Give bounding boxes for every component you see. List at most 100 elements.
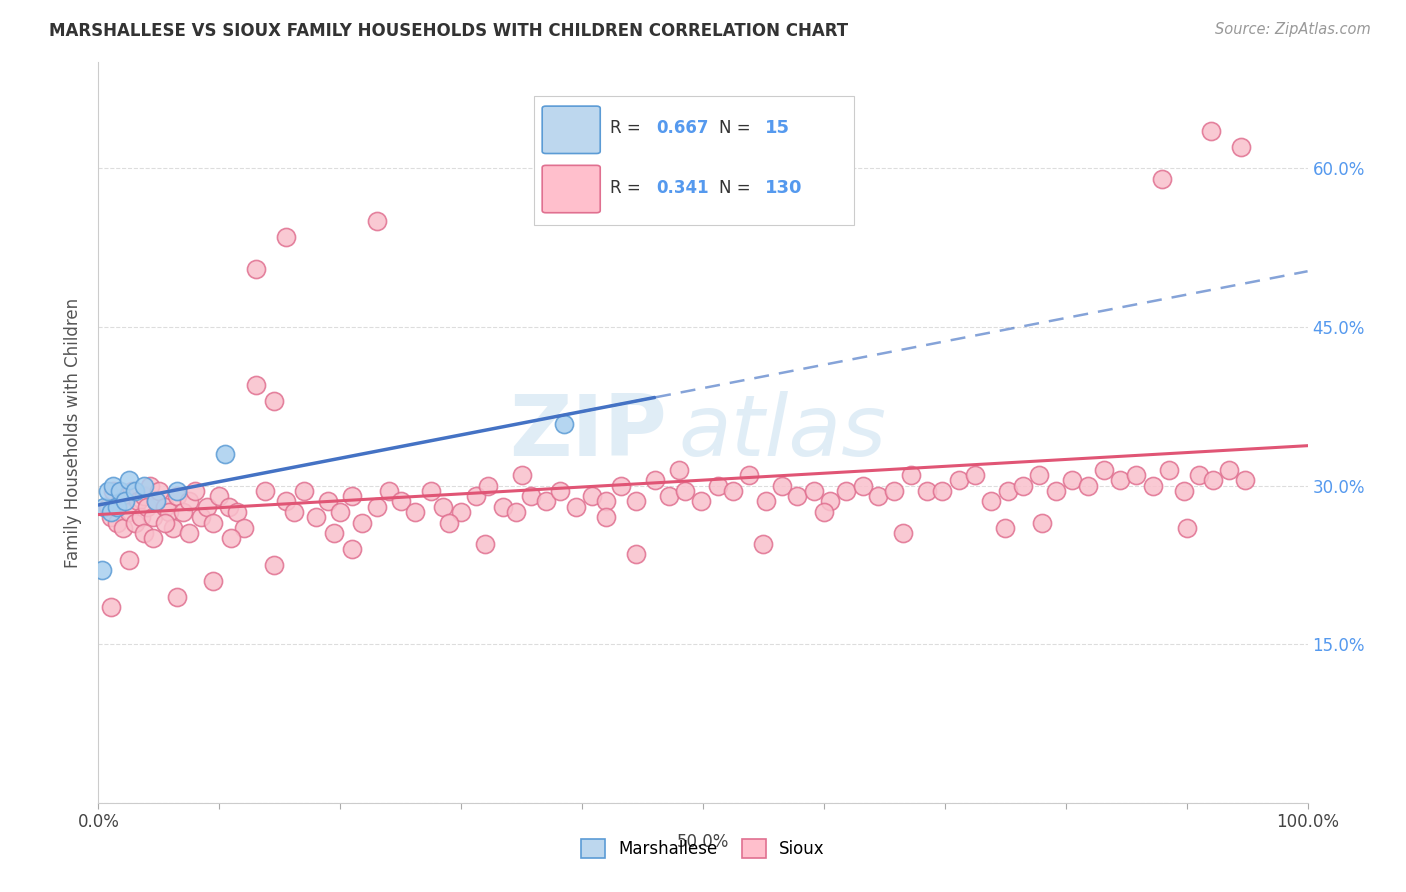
Point <box>232 521 254 535</box>
Point <box>738 467 761 482</box>
Point <box>595 494 617 508</box>
Point <box>105 500 128 514</box>
Point <box>931 483 953 498</box>
Point <box>142 532 165 546</box>
Point <box>755 494 778 508</box>
Point <box>1218 462 1240 476</box>
Point <box>1109 473 1132 487</box>
Point <box>437 516 460 530</box>
Point <box>1045 483 1067 498</box>
Point <box>1230 140 1253 154</box>
Point <box>389 494 412 508</box>
Point <box>534 494 557 508</box>
Point <box>153 500 176 514</box>
Text: atlas: atlas <box>679 391 887 475</box>
Point <box>420 483 443 498</box>
Point <box>834 483 856 498</box>
Point <box>245 378 267 392</box>
Point <box>1157 462 1180 476</box>
FancyBboxPatch shape <box>534 95 855 226</box>
Point <box>350 516 373 530</box>
Point <box>432 500 454 514</box>
Point <box>101 478 124 492</box>
Point <box>218 500 240 514</box>
Point <box>148 483 170 498</box>
Point <box>1125 467 1147 482</box>
Point <box>245 261 267 276</box>
Point <box>477 478 499 492</box>
Text: 130: 130 <box>765 179 803 197</box>
Point <box>97 500 120 514</box>
Point <box>464 489 486 503</box>
Point <box>813 505 835 519</box>
Point <box>404 505 426 519</box>
Point <box>263 393 285 408</box>
Point <box>153 516 176 530</box>
Point <box>101 483 124 498</box>
Point <box>100 510 122 524</box>
Point <box>786 489 808 503</box>
Point <box>184 483 207 498</box>
Point <box>474 536 496 550</box>
Point <box>214 447 236 461</box>
Text: 15: 15 <box>765 119 790 136</box>
Text: 0.667: 0.667 <box>655 119 709 136</box>
Point <box>166 483 188 498</box>
Text: R =: R = <box>610 119 645 136</box>
Point <box>980 494 1002 508</box>
Point <box>93 500 115 514</box>
Point <box>263 558 285 572</box>
Point <box>965 467 987 482</box>
Point <box>221 532 243 546</box>
Point <box>202 516 225 530</box>
Point <box>948 473 970 487</box>
Point <box>226 505 249 519</box>
Point <box>450 505 472 519</box>
Point <box>1202 473 1225 487</box>
Point <box>121 483 143 498</box>
Point <box>1199 124 1222 138</box>
Point <box>129 510 152 524</box>
Point <box>706 478 728 492</box>
Text: N =: N = <box>718 119 755 136</box>
Point <box>105 516 128 530</box>
Point <box>997 483 1019 498</box>
Point <box>108 494 131 508</box>
Point <box>883 483 905 498</box>
Point <box>139 478 162 492</box>
Point <box>305 510 328 524</box>
Point <box>118 505 141 519</box>
Point <box>108 483 131 498</box>
FancyBboxPatch shape <box>543 106 600 153</box>
Point <box>520 489 543 503</box>
Point <box>283 505 305 519</box>
Point <box>114 494 136 508</box>
Point <box>994 521 1017 535</box>
Point <box>366 214 388 228</box>
Point <box>1076 478 1098 492</box>
Point <box>581 489 603 503</box>
Point <box>329 505 352 519</box>
Point <box>162 521 184 535</box>
Point <box>1012 478 1035 492</box>
Point <box>505 505 527 519</box>
Point <box>891 526 914 541</box>
Point <box>900 467 922 482</box>
Point <box>166 489 188 503</box>
Point <box>1173 483 1195 498</box>
Point <box>100 600 122 615</box>
Point <box>550 483 572 498</box>
Point <box>97 483 120 498</box>
FancyBboxPatch shape <box>543 165 600 212</box>
Legend: Marshallese, Sioux: Marshallese, Sioux <box>575 832 831 865</box>
Point <box>723 483 745 498</box>
Point <box>1142 478 1164 492</box>
Point <box>610 478 633 492</box>
Point <box>179 494 201 508</box>
Point <box>915 483 938 498</box>
Point <box>190 510 212 524</box>
Point <box>124 516 146 530</box>
Point <box>118 473 141 487</box>
Point <box>626 547 648 561</box>
Point <box>135 500 157 514</box>
